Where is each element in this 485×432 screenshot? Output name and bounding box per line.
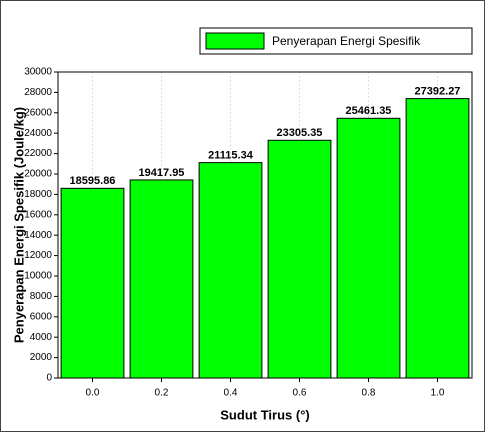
y-tick-label: 28000 [24, 87, 52, 98]
y-tick-label: 22000 [24, 148, 52, 159]
y-tick-label: 12000 [24, 250, 52, 261]
y-tick-label: 24000 [24, 128, 52, 139]
bar [129, 179, 194, 379]
y-tick-label: 18000 [24, 189, 52, 200]
x-axis-label: Sudut Tirus (°) [220, 407, 309, 422]
legend-label: Penyerapan Energi Spesifik [272, 34, 421, 48]
bar [336, 117, 401, 379]
y-tick-label: 14000 [24, 230, 52, 241]
value-label: 19417.95 [139, 167, 185, 179]
value-label: 18595.86 [70, 175, 116, 187]
y-tick-label: 10000 [24, 271, 52, 282]
y-tick-label: 4000 [30, 332, 53, 343]
y-axis-label: Penyerapan Energi Spesifik (Joule/kg) [11, 107, 26, 343]
value-label: 25461.35 [346, 105, 392, 117]
y-tick-label: 30000 [24, 67, 52, 78]
x-tick-label: 0.0 [86, 388, 100, 399]
legend-swatch [205, 32, 265, 50]
x-tick-label: 0.8 [362, 388, 376, 399]
x-tick-label: 0.6 [293, 388, 307, 399]
value-label: 27392.27 [415, 86, 461, 98]
value-label: 21115.34 [208, 150, 254, 162]
y-tick-label: 6000 [30, 311, 53, 322]
value-label: 23305.35 [277, 127, 323, 139]
bar [267, 139, 332, 379]
y-tick-label: 26000 [24, 107, 52, 118]
y-tick-label: 16000 [24, 209, 52, 220]
x-tick-label: 1.0 [431, 388, 445, 399]
y-tick-label: 2000 [30, 352, 53, 363]
y-tick-label: 20000 [24, 169, 52, 180]
plot-border [57, 71, 473, 379]
bar [405, 98, 470, 379]
y-tick-label: 8000 [30, 291, 53, 302]
x-tick-label: 0.4 [224, 388, 238, 399]
y-tick-label: 0 [46, 373, 52, 384]
bar [198, 162, 263, 379]
x-tick-label: 0.2 [155, 388, 169, 399]
bar [60, 187, 125, 379]
